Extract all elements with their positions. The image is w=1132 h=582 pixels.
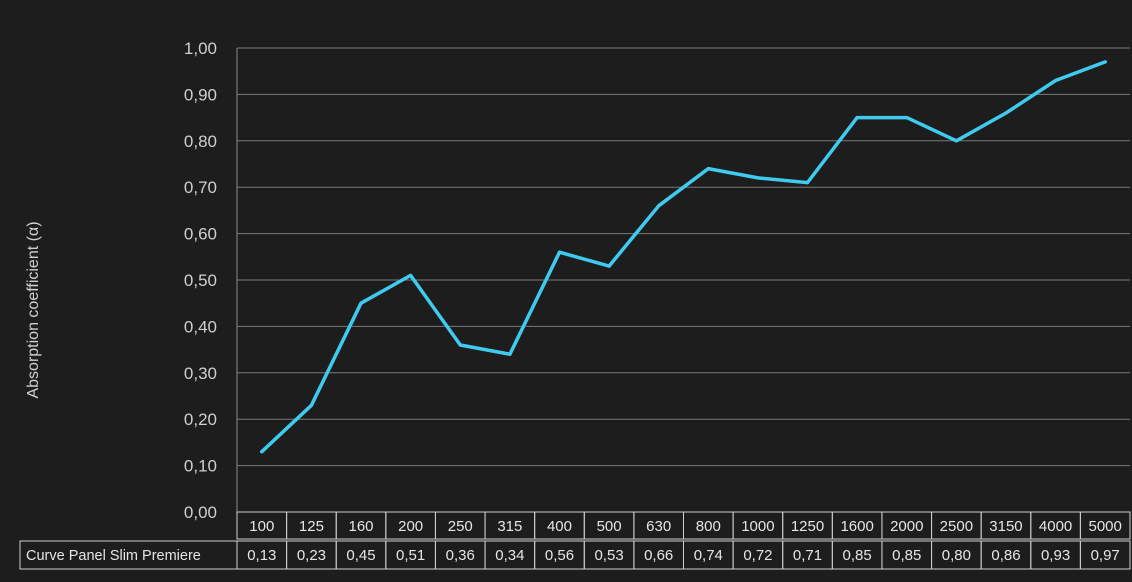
x-tick-label: 315 — [497, 518, 522, 535]
y-tick-label: 0,20 — [184, 410, 217, 429]
data-label: 0,97 — [1091, 547, 1120, 564]
y-axis-ticks: 0,00 0,10 0,20 0,30 0,40 0,50 0,60 0,70 0,80 0,90… — [184, 39, 217, 522]
y-tick-label: 0,10 — [184, 457, 217, 476]
data-point — [260, 450, 264, 454]
data-label: 0,66 — [644, 547, 673, 564]
y-tick-label: 1,00 — [184, 39, 217, 58]
data-point — [359, 301, 363, 305]
x-tick-label: 2500 — [940, 518, 973, 535]
y-tick-label: 0,70 — [184, 178, 217, 197]
series-line-layer — [260, 60, 1107, 454]
x-tick-label: 200 — [398, 518, 423, 535]
data-label: 0,74 — [694, 547, 723, 564]
y-tick-label: 0,40 — [184, 317, 217, 336]
grid-layer — [236, 47, 1130, 513]
data-point — [954, 139, 958, 143]
data-label: 0,51 — [396, 547, 425, 564]
data-point — [409, 273, 413, 277]
y-tick-label: 0,30 — [184, 364, 217, 383]
x-tick-label: 1250 — [791, 518, 824, 535]
y-axis-label: Absorption coefficient (α) — [25, 221, 42, 398]
table-value-cell — [1079, 540, 1131, 570]
data-point — [607, 264, 611, 268]
data-label: 0,56 — [545, 547, 574, 564]
x-tick-label: 500 — [597, 518, 622, 535]
table-header-cell — [1079, 511, 1131, 540]
x-tick-label: 4000 — [1039, 518, 1072, 535]
x-tick-label: 630 — [646, 518, 671, 535]
x-tick-label: 100 — [249, 518, 274, 535]
data-label: 0,53 — [594, 547, 623, 564]
data-point — [657, 204, 661, 208]
y-tick-label: 0,00 — [184, 503, 217, 522]
x-tick-label: 800 — [696, 518, 721, 535]
data-point — [756, 176, 760, 180]
data-label: 0,86 — [991, 547, 1020, 564]
data-point — [706, 167, 710, 171]
y-tick-label: 0,50 — [184, 271, 217, 290]
data-label: 0,36 — [446, 547, 475, 564]
series-name: Curve Panel Slim Premiere — [26, 548, 201, 564]
data-point — [508, 352, 512, 356]
x-tick-label: 400 — [547, 518, 572, 535]
data-label: 0,34 — [495, 547, 524, 564]
y-tick-label: 0,90 — [184, 85, 217, 104]
data-label: 0,72 — [743, 547, 772, 564]
x-tick-label: 2000 — [890, 518, 923, 535]
data-point — [557, 250, 562, 254]
data-point — [1053, 78, 1058, 83]
data-point — [905, 116, 909, 120]
data-label: 0,45 — [346, 547, 375, 564]
x-tick-label: 250 — [448, 518, 473, 535]
data-point — [309, 403, 314, 407]
x-tick-label: 1600 — [840, 518, 873, 535]
x-tick-label: 160 — [349, 518, 374, 535]
data-label: 0,13 — [247, 547, 276, 564]
y-tick-label: 0,60 — [184, 225, 217, 244]
x-tick-label: 125 — [299, 518, 324, 535]
series-line — [260, 60, 1107, 454]
data-label: 0,85 — [892, 547, 921, 564]
x-tick-label: 5000 — [1089, 518, 1122, 535]
data-point — [458, 343, 462, 347]
data-point — [1004, 111, 1008, 115]
data-label: 0,71 — [793, 547, 822, 564]
y-tick-label: 0,80 — [184, 132, 217, 151]
data-label: 0,23 — [297, 547, 326, 564]
x-tick-label: 3150 — [989, 518, 1022, 535]
data-point — [855, 116, 859, 120]
data-label: 0,85 — [843, 547, 872, 564]
data-label: 0,93 — [1041, 547, 1070, 564]
data-point — [805, 180, 810, 185]
data-label: 0,80 — [942, 547, 971, 564]
x-tick-label: 1000 — [741, 518, 774, 535]
data-table: 100 125 160 200 250 315 400 500 630 800 1000 1250 16… — [19, 511, 1131, 570]
data-point — [1103, 60, 1107, 64]
